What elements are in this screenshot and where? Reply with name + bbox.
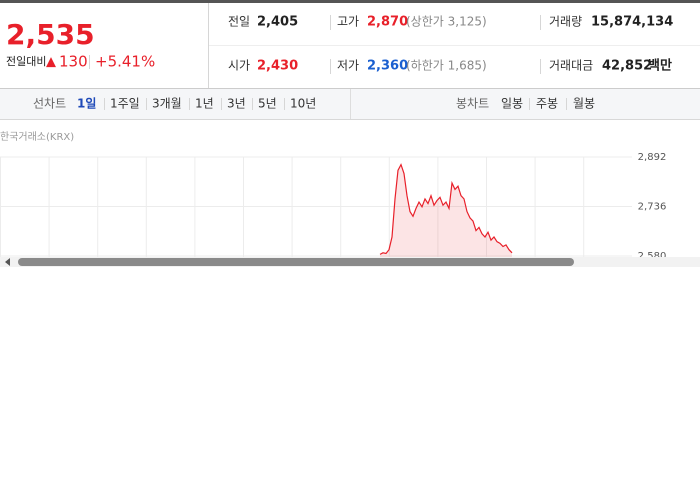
y-tick-label: 2,580 [638,251,667,262]
top-border [0,0,700,3]
tab[interactable]: 1일 [77,97,96,111]
stat-value: 2,870 [367,15,408,30]
y-tick-label: 2,892 [638,152,667,163]
change-label: 전일대비 [6,54,46,68]
stat-unit: 백만 [648,58,672,74]
price: 2,535 [6,18,95,51]
y-tick-label: 2,736 [638,202,667,213]
stat-label: 전일 [228,15,250,29]
stat-note: (하한가 1,685) [406,59,487,73]
scroll-left[interactable] [5,258,10,266]
stat-value: 2,360 [367,59,408,74]
tab[interactable]: 3년 [227,97,246,111]
stat-value: 2,430 [257,59,298,74]
stat-label: 저가 [337,59,359,73]
tab[interactable]: 1주일 [110,97,140,111]
source: 한국거래소(KRX) [0,131,74,143]
stat-value: 42,852 [602,59,652,74]
tab[interactable]: 3개월 [152,97,182,111]
change-arrow: ▲ [46,55,56,70]
price-line [379,163,513,255]
tab[interactable]: 1년 [195,97,214,111]
tab[interactable]: 월봉 [573,97,595,111]
change-rate: +5.41% [95,53,155,71]
stat-value: 15,874,134 [591,15,673,30]
tab[interactable]: 5년 [258,97,277,111]
stat-label: 고가 [337,15,359,29]
scrollbar-thumb[interactable] [18,258,574,266]
price-area [380,164,512,257]
stat-note: (상한가 3,125) [406,15,487,29]
tab-group-label: 봉차트 [456,97,489,111]
stat-label: 거래량 [549,15,582,29]
stat-label: 거래대금 [549,59,593,73]
change: 130 [59,53,88,71]
tab[interactable]: 주봉 [536,97,558,111]
stat-label: 시가 [228,59,250,73]
tab-group-label: 선차트 [33,97,66,111]
stat-value: 2,405 [257,15,298,30]
tab[interactable]: 10년 [290,97,316,111]
tab[interactable]: 일봉 [501,97,523,111]
